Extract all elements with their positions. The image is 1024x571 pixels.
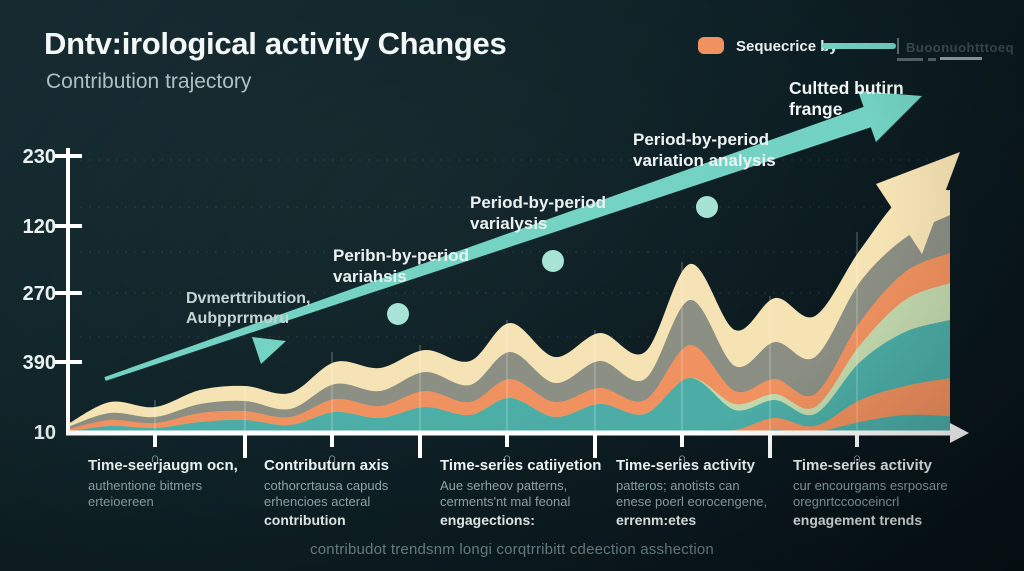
legend-underline-dash <box>897 58 923 61</box>
annotation-1-line1: Dvmerttribution, <box>186 290 311 307</box>
trend-dot <box>542 250 564 272</box>
vertical-gridlines <box>154 232 858 433</box>
y-tick-label: 270 <box>23 283 56 305</box>
footnote-3-line: cerments'nt mal feonal <box>440 494 571 510</box>
legend-underline-dash <box>928 58 936 61</box>
annotation-1-line2: Aubpprrmoru <box>186 309 290 327</box>
annotation-5: Cultted butirn frange <box>789 78 904 121</box>
y-tick-label: 390 <box>23 352 56 374</box>
annotation-4-line1: Period-by-period <box>633 130 770 149</box>
annotation-2-line1: Peribn-by-period <box>333 246 470 265</box>
annotation-3-line1: Period-by-period <box>470 193 607 212</box>
footnote-3-title: Time-series catiiyetion <box>440 457 602 474</box>
axis-footnotes: Time-seerjaugm ocn, authentione bitmers … <box>0 456 1024 536</box>
page-title: Dntv:irological activity Changes <box>44 26 507 61</box>
footnote-5-line: oregnrtccooceincrl <box>793 494 900 510</box>
footnote-4-title: Time-series activity <box>616 457 755 474</box>
annotation-2: Peribn-by-period variahsis <box>333 246 469 287</box>
annotation-5-line2: frange <box>789 99 843 120</box>
footnote-2-emphasis: contribution <box>264 512 346 529</box>
footnote-4-line: enese poerl eorocengene, <box>616 494 768 510</box>
annotation-4-line2: variation analysis <box>633 150 776 170</box>
y-axis-labels: 230 120 270 390 10 <box>23 146 56 444</box>
x-tick-glyph: ∩ <box>852 450 861 465</box>
footnote-2-line: cothorcrtausa capuds <box>264 477 389 493</box>
footnote-3-line: Aue serheov patterns, <box>440 477 568 493</box>
trend-line <box>104 101 886 381</box>
footnote-2-title: Contributurn axis <box>264 457 390 474</box>
legend-teal-line-icon <box>822 43 896 49</box>
legend-orange-swatch-icon <box>698 37 724 54</box>
footnote-5-title: Time-series activity <box>793 457 932 474</box>
footnote-3: Time-series catiiyetion Aue serheov patt… <box>440 456 610 529</box>
legend: Sequecrice by Buoonuohtttoeq <box>698 34 1014 64</box>
footnote-1-title: Time-seerjaugm ocn, <box>88 457 238 474</box>
footnote-4: Time-series activity patteros; anotists … <box>616 456 786 529</box>
trend-dot <box>696 196 718 218</box>
legend-item-2-label: Buoonuohtttoeq <box>906 40 1015 55</box>
trend-shaft <box>104 101 886 381</box>
legend-underline-dash <box>940 57 982 60</box>
cream-arrowhead-icon <box>876 152 960 254</box>
footnote-1: Time-seerjaugm ocn, authentione bitmers … <box>88 456 258 511</box>
x-axis-arrowhead-icon <box>950 423 969 443</box>
x-tick-glyph: ∩ <box>677 450 686 465</box>
gray-band <box>68 215 950 433</box>
footnote-3-emphasis: engagections: <box>440 512 535 529</box>
legend-item-1-label: Sequecrice by <box>736 38 838 55</box>
footnote-2-line: erhencioes acteral <box>264 494 371 510</box>
legend-line-end-tick <box>897 38 899 54</box>
annotation-4: Period-by-period variation analysis <box>633 130 776 171</box>
footnote-2: Contributurn axis cothorcrtausa capuds e… <box>264 456 434 529</box>
trend-dot <box>387 303 409 325</box>
footer-caption: contribudot trendsnm longi corqtrribitt … <box>310 541 714 558</box>
page-subtitle: Contribution trajectory <box>46 70 252 93</box>
footnote-4-line: patteros; anotists can <box>616 477 740 493</box>
annotation-2-line2: variahsis <box>333 266 407 286</box>
x-tick-glyph: ∩ <box>327 450 336 465</box>
trend-mid-arrowhead-icon <box>252 337 286 364</box>
annotation-5-line1: Cultted butirn <box>789 78 904 98</box>
footnote-5: Time-series activity cur encourgams esrp… <box>793 456 963 529</box>
y-tick-label: 10 <box>34 422 56 444</box>
x-axis-ticks: ∩ ∩ ∩ ∩ ∩ <box>150 433 862 465</box>
x-tick-glyph: ∩ <box>502 450 511 465</box>
footnote-5-emphasis: engagement trends <box>793 512 923 529</box>
orange-band <box>68 253 950 433</box>
footnote-5-line: cur encourgams esrposare <box>793 477 948 493</box>
footnote-4-emphasis: errenm:etes <box>616 512 697 529</box>
footnote-1-line: authentione bitmers <box>88 477 203 493</box>
y-tick-label: 230 <box>23 146 56 168</box>
annotation-3-line2: varialysis <box>470 213 548 233</box>
annotation-3: Period-by-period varialysis <box>470 193 606 234</box>
footnote-1-line: erteioereen <box>88 494 154 510</box>
annotation-1: Dvmerttribution, Aubpprrmoru <box>186 289 310 328</box>
trend-arrowhead-icon <box>858 91 922 142</box>
y-tick-label: 120 <box>23 216 56 238</box>
x-tick-glyph: ∩ <box>150 450 159 465</box>
